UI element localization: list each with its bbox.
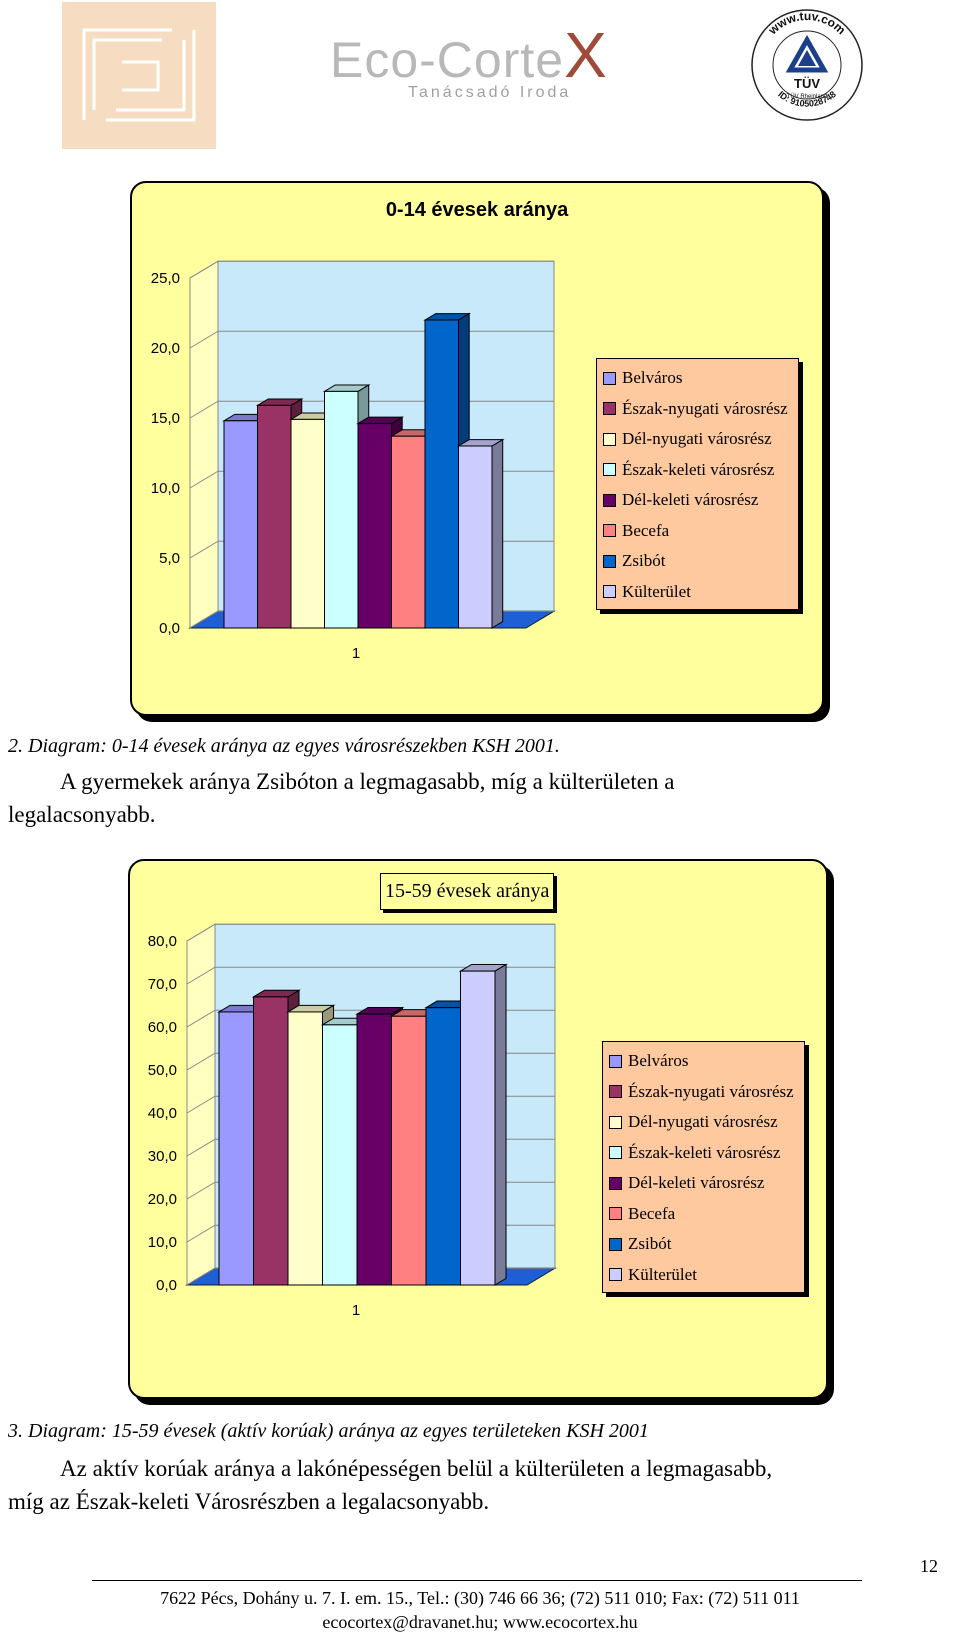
legend-swatch [609, 1054, 622, 1068]
legend-swatch [603, 524, 616, 538]
legend-swatch [609, 1146, 622, 1160]
legend-item: Észak-nyugati városrész [603, 394, 788, 425]
y-tick-label: 50,0 [148, 1062, 177, 1079]
legend-item: Dél-keleti városrész [603, 485, 788, 516]
legend-swatch [603, 585, 616, 599]
y-tick-label: 25,0 [151, 270, 180, 287]
y-tick-label: 0,0 [159, 620, 180, 637]
y-tick-label: 15,0 [151, 410, 180, 427]
legend-item: Külterület [603, 577, 788, 608]
y-tick-label: 10,0 [151, 480, 180, 497]
legend-label: Dél-nyugati városrész [628, 1112, 778, 1132]
y-tick-label: 30,0 [148, 1148, 177, 1165]
tuv-certification-seal: TÜV TÜV Rheinland www.tuv.com ID: 910502… [748, 6, 866, 124]
legend-item: Becefa [603, 516, 788, 547]
legend-swatch [609, 1268, 622, 1282]
x-tick-label: 1 [352, 645, 360, 662]
legend-label: Külterület [628, 1264, 697, 1284]
seal-name: TÜV [794, 76, 820, 91]
chart-title: 15-59 évesek aránya [380, 873, 555, 910]
legend-label: Észak-keleti városrész [628, 1142, 781, 1162]
brand-mark: X [564, 19, 608, 91]
paragraph-line: legalacsonyabb. [8, 802, 156, 827]
chart-legend: Belváros Észak-nyugati városrész Dél-nyuga… [596, 358, 799, 610]
chart-plot-area: 0,0 5,0 10,0 15,0 20,0 25,0 1 [132, 183, 822, 714]
legend-swatch [609, 1237, 622, 1251]
legend-item: Belváros [609, 1046, 794, 1077]
legend-label: Észak-nyugati városrész [628, 1081, 794, 1101]
legend-item: Dél-nyugati városrész [603, 424, 788, 455]
legend-label: Belváros [628, 1051, 689, 1071]
footer-address: 7622 Pécs, Dohány u. 7. I. em. 15., Tel.… [160, 1588, 800, 1608]
figure-caption: 3. Diagram: 15-59 évesek (aktív korúak) … [8, 1420, 649, 1442]
legend-item: Észak-nyugati városrész [609, 1077, 794, 1108]
body-paragraph: A gyermekek aránya Zsibóton a legmagasab… [8, 765, 960, 831]
legend-label: Dél-nyugati városrész [622, 429, 772, 449]
bar [456, 438, 505, 629]
legend-label: Külterület [622, 581, 691, 601]
paragraph-line: Az aktív korúak aránya a lakónépességen … [60, 1456, 773, 1481]
paragraph-line: míg az Észak-keleti Városrészben a legal… [8, 1489, 490, 1514]
legend-item: Zsibót [609, 1229, 794, 1260]
legend-item: Zsibót [603, 546, 788, 577]
legend-item: Észak-keleti városrész [603, 455, 788, 486]
page-number: 12 [920, 1556, 938, 1576]
paragraph-line: A gyermekek aránya Zsibóton a legmagasab… [60, 769, 675, 794]
legend-swatch [609, 1207, 622, 1221]
legend-swatch [603, 463, 616, 477]
chart-panel-children: 0-14 évesek aránya 0,0 5,0 10,0 15,0 20,0 25,… [130, 181, 824, 716]
brand-subtitle: Tanácsadó Iroda [408, 84, 572, 101]
figure-caption: 2. Diagram: 0-14 évesek aránya az egyes … [8, 735, 560, 757]
chart-legend: Belváros Észak-nyugati városrész Dél-nyuga… [602, 1041, 805, 1293]
legend-swatch [609, 1085, 622, 1099]
legend-swatch [603, 371, 616, 385]
legend-item: Dél-nyugati városrész [609, 1107, 794, 1138]
legend-swatch [603, 554, 616, 568]
company-logo-mark [62, 2, 216, 149]
chart-plot-area: 0,0 10,0 20,0 30,0 40,0 50,0 60,0 70,0 80,0 1 [130, 861, 826, 1397]
x-tick-label: 1 [352, 1302, 360, 1319]
legend-item: Észak-keleti városrész [609, 1138, 794, 1169]
y-tick-label: 0,0 [156, 1277, 177, 1294]
legend-label: Dél-keleti városrész [622, 490, 759, 510]
legend-label: Belváros [622, 368, 683, 388]
y-tick-label: 5,0 [159, 550, 180, 567]
y-tick-label: 40,0 [148, 1105, 177, 1122]
legend-label: Észak-keleti városrész [622, 459, 775, 479]
chart-panel-working-age: 0,0 10,0 20,0 30,0 40,0 50,0 60,0 70,0 80,0 1 15-… [128, 859, 828, 1399]
legend-item: Belváros [603, 363, 788, 394]
legend-item: Dél-keleti városrész [609, 1168, 794, 1199]
chart-title: 0-14 évesek aránya [385, 199, 569, 221]
legend-label: Dél-keleti városrész [628, 1173, 765, 1193]
legend-swatch [603, 402, 616, 416]
y-tick-label: 80,0 [148, 933, 177, 950]
legend-swatch [609, 1176, 622, 1190]
legend-swatch [603, 432, 616, 446]
legend-swatch [609, 1115, 622, 1129]
y-tick-label: 10,0 [148, 1234, 177, 1251]
brand-name: Eco-Corte [330, 32, 565, 88]
legend-label: Becefa [622, 520, 670, 540]
y-tick-label: 20,0 [151, 340, 180, 357]
legend-label: Zsibót [628, 1234, 672, 1254]
legend-label: Becefa [628, 1203, 676, 1223]
y-tick-label: 60,0 [148, 1019, 177, 1036]
y-tick-label: 70,0 [148, 976, 177, 993]
legend-swatch [603, 493, 616, 507]
legend-item: Külterület [609, 1260, 794, 1291]
legend-label: Észak-nyugati városrész [622, 398, 788, 418]
footer-divider [92, 1580, 862, 1581]
body-paragraph: Az aktív korúak aránya a lakónépességen … [8, 1452, 960, 1518]
y-tick-label: 20,0 [148, 1191, 177, 1208]
legend-label: Zsibót [622, 551, 666, 571]
bar [458, 963, 508, 1286]
footer-contact: ecocortex@dravanet.hu; www.ecocortex.hu [322, 1612, 638, 1632]
legend-item: Becefa [609, 1199, 794, 1230]
brand-logo: Eco-CorteX Tanácsadó Iroda [330, 18, 670, 118]
seal-subtitle: TÜV Rheinland [787, 93, 828, 100]
